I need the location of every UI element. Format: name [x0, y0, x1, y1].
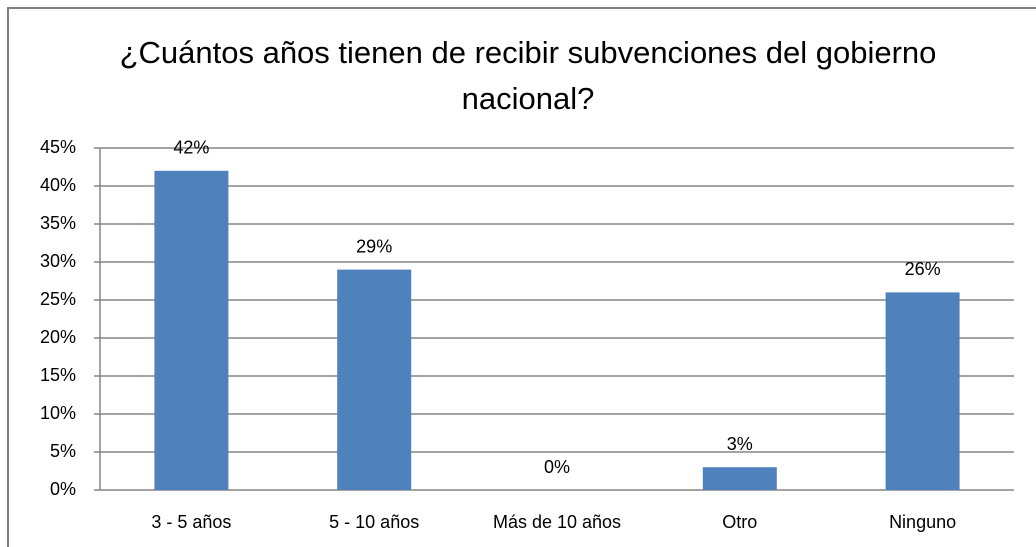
x-tick-label: Otro: [722, 512, 757, 532]
data-label: 0%: [544, 457, 570, 477]
chart-frame: [7, 7, 1036, 547]
y-tick-label: 10%: [40, 403, 76, 423]
y-tick-label: 35%: [40, 213, 76, 233]
y-tick-label: 25%: [40, 289, 76, 309]
x-tick-label: 3 - 5 años: [151, 512, 231, 532]
y-tick-label: 15%: [40, 365, 76, 385]
y-tick-label: 5%: [50, 441, 76, 461]
bar: [337, 269, 412, 490]
x-tick-label: Ninguno: [889, 512, 956, 532]
y-tick-label: 30%: [40, 251, 76, 271]
data-label: 3%: [727, 434, 753, 454]
bar: [154, 170, 229, 491]
chart-title: ¿Cuántos años tienen de recibir subvenci…: [119, 35, 937, 116]
data-label: 42%: [173, 138, 209, 158]
data-label: 26%: [905, 259, 941, 279]
x-tick-label: 5 - 10 años: [329, 512, 419, 532]
y-tick-label: 20%: [40, 327, 76, 347]
y-tick-label: 40%: [40, 175, 76, 195]
y-tick-label: 45%: [40, 137, 76, 157]
bar: [885, 292, 960, 490]
x-tick-label: Más de 10 años: [493, 512, 621, 532]
data-label: 29%: [356, 236, 392, 256]
y-tick-label: 0%: [50, 479, 76, 499]
bar: [702, 467, 777, 490]
